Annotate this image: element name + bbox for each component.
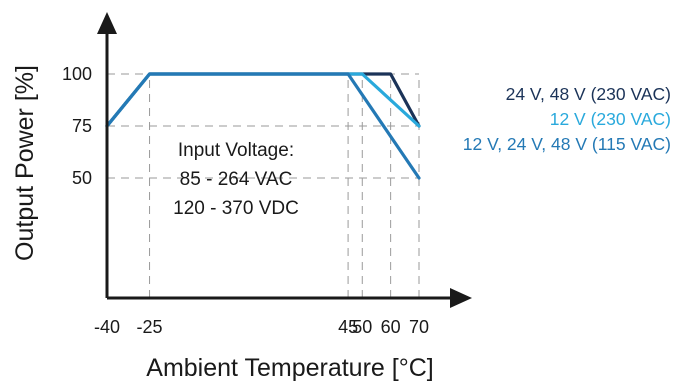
y-tick-label: 100 bbox=[62, 64, 92, 84]
y-axis-arrow bbox=[97, 12, 117, 34]
grid-lines bbox=[107, 73, 420, 298]
input-voltage-note: Input Voltage: 85 - 264 VAC 120 - 370 VD… bbox=[173, 140, 299, 219]
x-tick-label: 45 bbox=[338, 317, 358, 337]
x-tick-label: 70 bbox=[409, 317, 429, 337]
series-lines bbox=[105, 72, 421, 180]
y-tick-label: 50 bbox=[72, 168, 92, 188]
series-line-3 bbox=[105, 72, 421, 180]
note-line-1: Input Voltage: bbox=[178, 140, 294, 161]
legend: 24 V, 48 V (230 VAC) 12 V (230 VAC) 12 V, … bbox=[463, 84, 671, 154]
x-axis-label: Ambient Temperature [°C] bbox=[146, 354, 433, 382]
legend-entry-3: 12 V, 24 V, 48 V (115 VAC) bbox=[463, 134, 671, 154]
x-tick-label: -25 bbox=[137, 317, 163, 337]
x-tick-label: 50 bbox=[352, 317, 372, 337]
y-tick-label: 75 bbox=[72, 116, 92, 136]
note-line-3: 120 - 370 VDC bbox=[173, 198, 299, 219]
x-axis-arrow bbox=[450, 288, 472, 308]
series-line-2 bbox=[105, 72, 421, 128]
x-tick-label: 60 bbox=[381, 317, 401, 337]
legend-entry-1: 24 V, 48 V (230 VAC) bbox=[506, 84, 671, 104]
x-tick-label: -40 bbox=[94, 317, 120, 337]
y-axis-label: Output Power [%] bbox=[11, 65, 39, 261]
legend-entry-2: 12 V (230 VAC) bbox=[550, 109, 671, 129]
note-line-2: 85 - 264 VAC bbox=[180, 169, 293, 190]
